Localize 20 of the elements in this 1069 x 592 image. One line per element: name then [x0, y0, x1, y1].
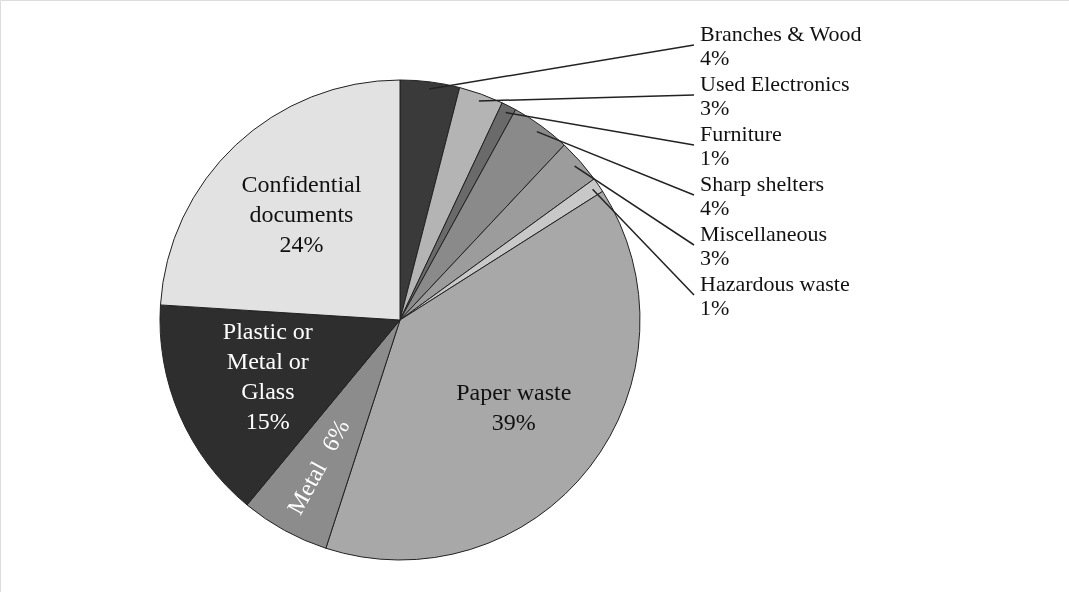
data-label: 15% [245, 408, 290, 435]
slice-label: Sharp shelters [700, 171, 825, 196]
data-label: 4% [700, 195, 730, 220]
data-label: 3% [700, 95, 730, 120]
slice-label: Furniture [700, 121, 782, 146]
slice-label: Miscellaneous [700, 221, 828, 246]
slice-label: Confidential documents [241, 171, 362, 228]
slice-label: Used Electronics [700, 71, 850, 96]
slice-label: Branches & Wood [700, 21, 862, 46]
slice-label: Hazardous waste [700, 271, 850, 296]
data-label: 1% [700, 145, 730, 170]
slice-label: Paper waste [456, 379, 572, 406]
data-label: 6% [316, 414, 355, 456]
data-label: 39% [491, 409, 536, 436]
data-label: 1% [700, 295, 730, 320]
slice-label: Plastic or Metal or Glass [222, 318, 313, 405]
data-label: 4% [700, 45, 730, 70]
data-label: 3% [700, 245, 730, 270]
data-label: 24% [279, 231, 324, 258]
slice-label: Metal [281, 456, 332, 519]
